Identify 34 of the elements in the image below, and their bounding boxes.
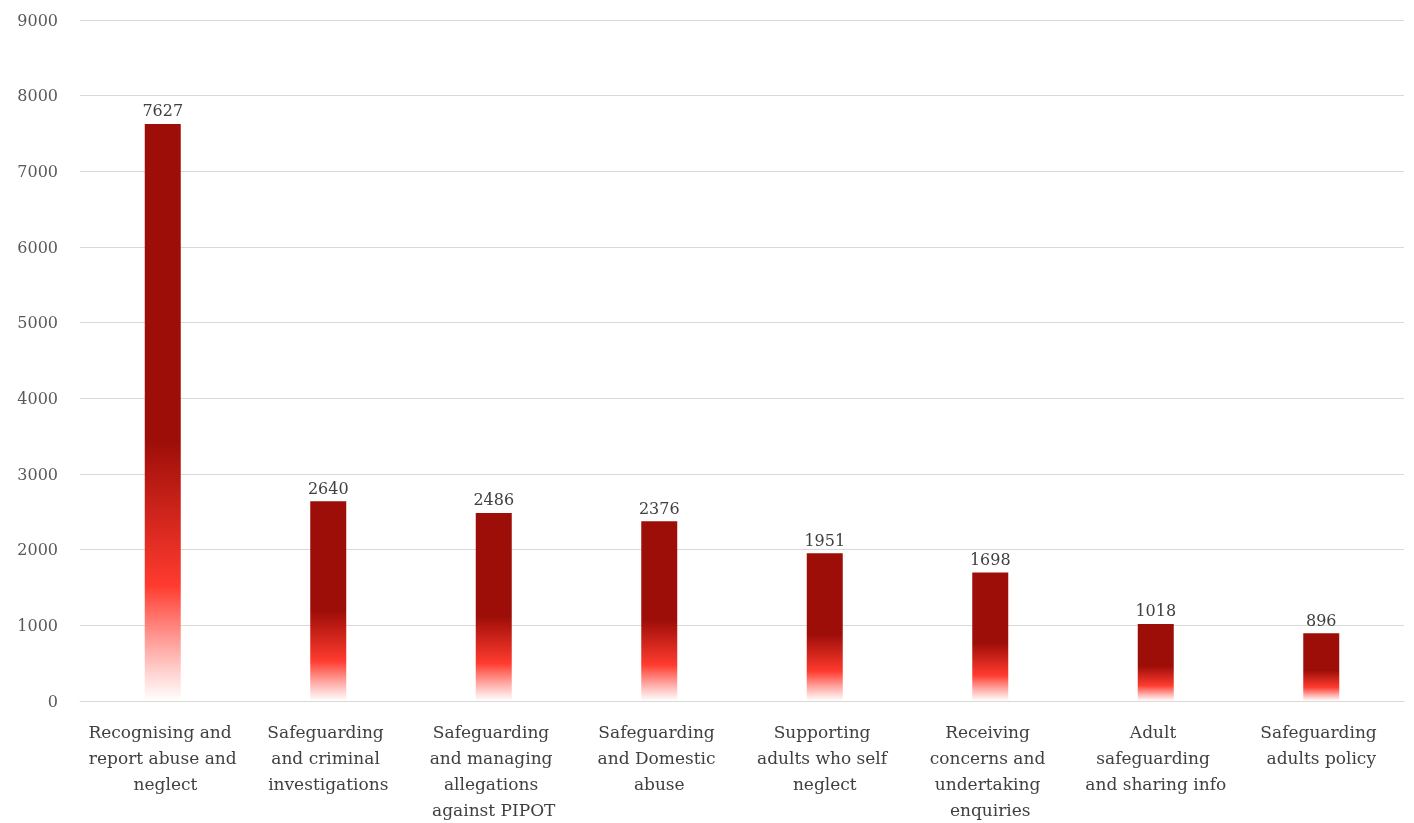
y-tick-label: 7000: [17, 161, 58, 181]
x-tick-label: Safeguarding and criminal investigations: [267, 722, 390, 794]
y-tick-label: 6000: [17, 237, 58, 257]
x-tick-label: Recognising and report abuse and neglect: [88, 722, 238, 794]
bar: [310, 501, 347, 701]
data-label: 2640: [307, 478, 349, 498]
data-label: 1951: [804, 530, 846, 550]
bar: [1137, 623, 1174, 701]
y-tick-label: 0: [47, 691, 58, 711]
x-tick-label: Supporting adults who self neglect: [757, 722, 893, 794]
y-tick-label: 1000: [17, 615, 58, 635]
bar: [144, 123, 181, 701]
y-tick-label: 4000: [17, 388, 58, 408]
bar: [641, 521, 678, 701]
bar: [1303, 633, 1340, 701]
x-tick-label: Adult safeguarding and sharing info: [1085, 722, 1227, 794]
x-tick-label: Safeguarding and Domestic abuse: [597, 722, 721, 794]
x-tick-label: Receiving concerns and undertaking enquiries: [929, 722, 1051, 820]
data-label: 2486: [473, 490, 515, 510]
x-tick-label: Safeguarding adults policy: [1260, 722, 1383, 768]
data-label: 7627: [142, 101, 184, 121]
bar: [972, 572, 1009, 701]
y-tick-label: 3000: [17, 464, 58, 484]
data-label: 2376: [638, 498, 680, 518]
y-tick-label: 5000: [17, 313, 58, 333]
data-label: 1698: [969, 550, 1011, 570]
bar: [475, 512, 512, 701]
y-tick-label: 2000: [17, 540, 58, 560]
bar: [806, 553, 843, 701]
data-label: 896: [1305, 610, 1337, 630]
y-tick-label: 8000: [17, 86, 58, 106]
y-tick-label: 9000: [17, 10, 58, 30]
data-label: 1018: [1135, 601, 1177, 621]
x-tick-label: Safeguarding and managing allegations against PIPOT: [429, 722, 558, 820]
